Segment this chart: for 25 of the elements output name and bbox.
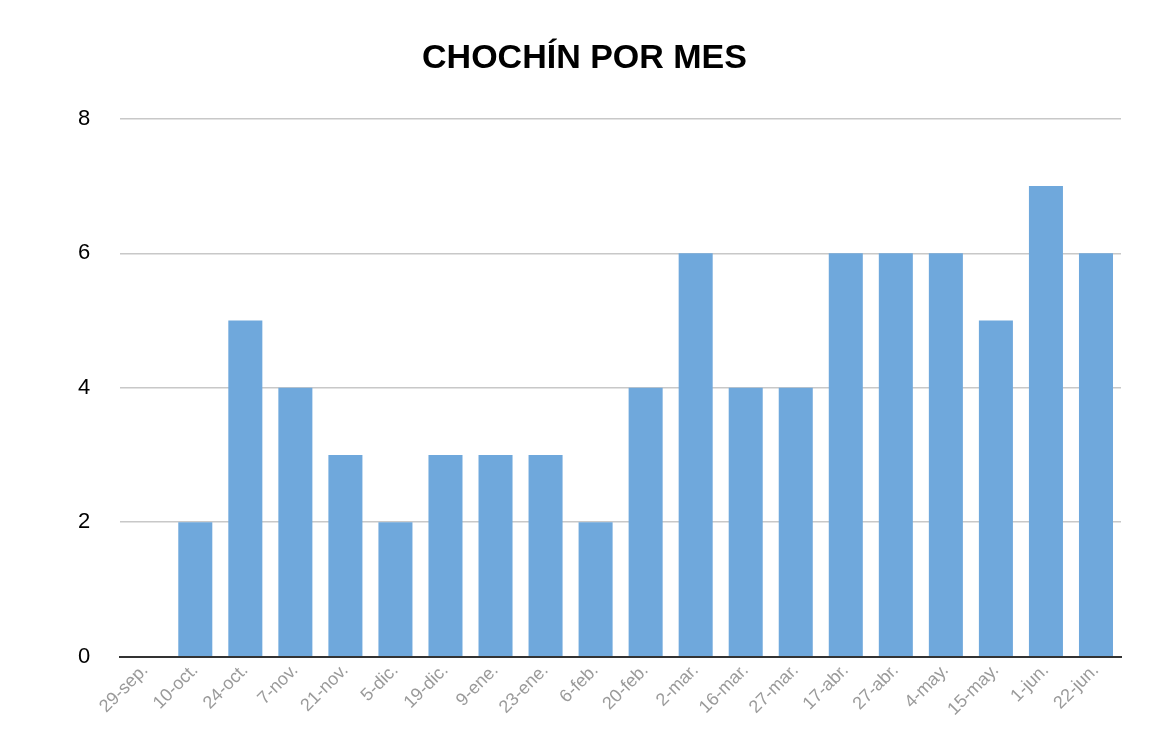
bar	[928, 253, 963, 656]
bar	[178, 522, 213, 656]
bar	[528, 454, 563, 656]
bar	[328, 454, 363, 656]
bar	[428, 454, 463, 656]
y-tick-label: 6	[77, 239, 91, 265]
bar	[278, 387, 313, 656]
bar	[1078, 253, 1113, 656]
bar	[1028, 186, 1063, 656]
y-tick-label: 4	[77, 373, 91, 399]
y-tick-label: 2	[77, 508, 91, 534]
y-tick-label: 8	[77, 104, 91, 130]
bar	[878, 253, 913, 656]
bar	[228, 320, 263, 656]
bar	[628, 387, 663, 656]
bar	[778, 387, 813, 656]
bar	[378, 522, 413, 656]
bar	[478, 454, 513, 656]
bar	[678, 253, 713, 656]
chart-title: CHOCHÍN POR MES	[422, 36, 747, 75]
bar	[978, 320, 1013, 656]
y-tick-label: 0	[77, 642, 91, 668]
bar	[728, 387, 763, 656]
bar	[828, 253, 863, 656]
bar	[578, 522, 613, 656]
